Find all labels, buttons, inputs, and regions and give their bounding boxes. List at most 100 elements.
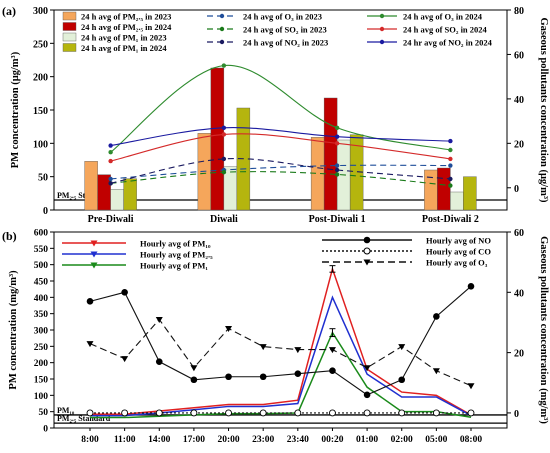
panel-b-point: [467, 409, 475, 417]
panel-b-point: [467, 282, 475, 290]
panel-b-label: (b): [2, 229, 17, 243]
panel-b-x-tick-label: 01:00: [356, 435, 378, 445]
panel-b-point: [294, 409, 302, 417]
panel-b-point: [329, 409, 336, 417]
panel-b-point: [155, 358, 163, 365]
panel-b-point: [398, 344, 406, 351]
panel-b-point: [398, 409, 406, 417]
panel-b-legend-label: Hourly avg of PM₁: [140, 261, 208, 271]
panel-b-point: [432, 409, 440, 417]
panel-a-gas-point: [334, 134, 340, 139]
panel-a-legend-label: 24 hr avg of NO₂ in 2024: [403, 38, 493, 48]
panel-b-point: [225, 373, 232, 381]
panel-a-bar: [110, 189, 124, 211]
panel-b-y2-tick-label: 20: [514, 349, 524, 360]
panel-b-point: [398, 376, 406, 384]
panel-a-bar: [84, 161, 98, 211]
panel-b-point: [121, 289, 128, 296]
panel-b-x-tick-label: 8:00: [81, 435, 99, 445]
panel-b-point: [259, 409, 267, 417]
panel-b-series-line: [90, 295, 472, 417]
panel-a-bar: [349, 134, 364, 211]
panel-b-legend-marker: [90, 240, 98, 247]
panel-a-gas-point: [221, 125, 227, 130]
panel-b-legend-marker: [90, 251, 98, 258]
panel-b-y-tick-label: 450: [34, 278, 49, 288]
panel-a-y-tick-label: 50: [38, 173, 48, 184]
panel-b-series-line: [89, 318, 472, 387]
panel-a-gas-point: [221, 170, 227, 175]
panel-a-y2-tick-label: 0: [514, 184, 519, 195]
panel-b-point: [363, 365, 371, 372]
panel-b-y-tick-label: 350: [34, 310, 49, 320]
panel-b-y2-tick-label: 0: [514, 409, 519, 420]
panel-b-point: [121, 409, 129, 417]
panel-b-legend-label: Hourly avg of O₃: [426, 258, 488, 268]
panel-b-y-axis-label: PM concentration (mg/m³): [8, 270, 19, 390]
panel-b-y-tick-label: 200: [34, 359, 49, 369]
panel-a-gas-point: [108, 150, 113, 155]
panel-a-gas-point: [334, 163, 340, 168]
panel-a-gas-point: [221, 132, 227, 137]
panel-a-gas-point: [334, 125, 340, 130]
panel-b-y-tick-label: 250: [34, 343, 49, 353]
panel-b-reference-label: PM₂.₅ Standard: [57, 414, 111, 423]
panel-b-legend-label: Hourly avg of NO: [426, 236, 491, 246]
panel-a-x-tick-label: Post-Diwali 1: [309, 214, 366, 225]
panel-b-series-line: [89, 285, 472, 396]
panel-a-bar: [437, 167, 451, 211]
panel-b-x-tick-label: 20:00: [217, 435, 239, 445]
panel-a-gas-point: [108, 181, 113, 186]
panel-b-y-tick-label: 150: [34, 376, 49, 386]
panel-b-y-tick-label: 50: [39, 408, 49, 418]
panel-b-legend-marker: [363, 247, 371, 255]
panel-a-legend-label: 24 h avg of SO₂ in 2024: [403, 25, 488, 35]
panel-a-legend-label: 24 h avg of PM₁ in 2023: [81, 33, 167, 43]
panel-b-y2-axis-label: Gaseous pollutants concentration (mg/m³): [538, 236, 549, 424]
panel-b-point: [259, 344, 267, 351]
panel-b-y-tick-label: 0: [43, 425, 48, 435]
panel-b-y-tick-label: 400: [34, 294, 49, 304]
panel-b-point: [363, 409, 371, 417]
panel-a-legend-swatch: [62, 11, 77, 21]
panel-a-legend-label: 24 h avg of PM₁ in 2024: [81, 43, 167, 53]
panel-a-gas-point: [108, 158, 113, 164]
panel-a-legend-label: 24 h avg of PM₂.₅ in 2024: [81, 22, 172, 32]
panel-a-bar: [323, 97, 338, 211]
panel-a-gas-point: [334, 141, 340, 146]
panel-a-gas-line: [110, 133, 451, 162]
panel-a-gas-point: [221, 63, 227, 68]
panel-a-legend-label: 24 h avg of O₃ in 2023: [243, 12, 322, 22]
panel-b-point: [225, 409, 232, 417]
panel-a-gas-line: [110, 64, 451, 153]
panel-b-x-tick-label: 11:00: [114, 435, 136, 445]
panel-b-y-tick-label: 100: [34, 392, 49, 402]
panel-a-y-tick-label: 250: [33, 39, 48, 50]
panel-a-y2-tick-label: 40: [514, 95, 524, 106]
panel-b-point: [86, 298, 94, 305]
panel-a-bar: [97, 174, 111, 211]
panel-a-y2-tick-label: 60: [514, 50, 524, 61]
panel-a-y-tick-label: 200: [33, 73, 48, 84]
panel-a-legend-swatch: [62, 43, 77, 52]
panel-a-legend-marker: [379, 26, 385, 32]
panel-a-y-tick-label: 150: [33, 106, 48, 117]
panel-a-gas-point: [448, 156, 453, 162]
panel-b-point: [155, 409, 163, 417]
panel-b-point: [363, 391, 371, 399]
panel-b-x-tick-label: 14:00: [148, 435, 170, 445]
panel-b-point: [190, 409, 198, 417]
panel-a-x-tick-label: Pre-Diwali: [88, 214, 134, 225]
panel-b-y-tick-label: 300: [34, 327, 49, 337]
panel-b-point: [433, 313, 440, 320]
panel-b-legend-label: Hourly avg of PM₂.₅: [140, 250, 213, 260]
panel-a-legend-label: 24 h avg of SO₂ in 2023: [243, 25, 327, 35]
panel-a-y2-axis-label: Gaseous pollutants concentration (μg/m³): [538, 18, 549, 203]
panel-a-bar: [450, 191, 464, 211]
panel-b-x-tick-label: 17:00: [183, 435, 205, 445]
panel-a-gas-line: [110, 171, 451, 187]
panel-a-bar: [424, 169, 438, 211]
panel-b-x-tick-label: 05:00: [425, 435, 447, 445]
panel-a-legend-swatch: [62, 32, 77, 42]
